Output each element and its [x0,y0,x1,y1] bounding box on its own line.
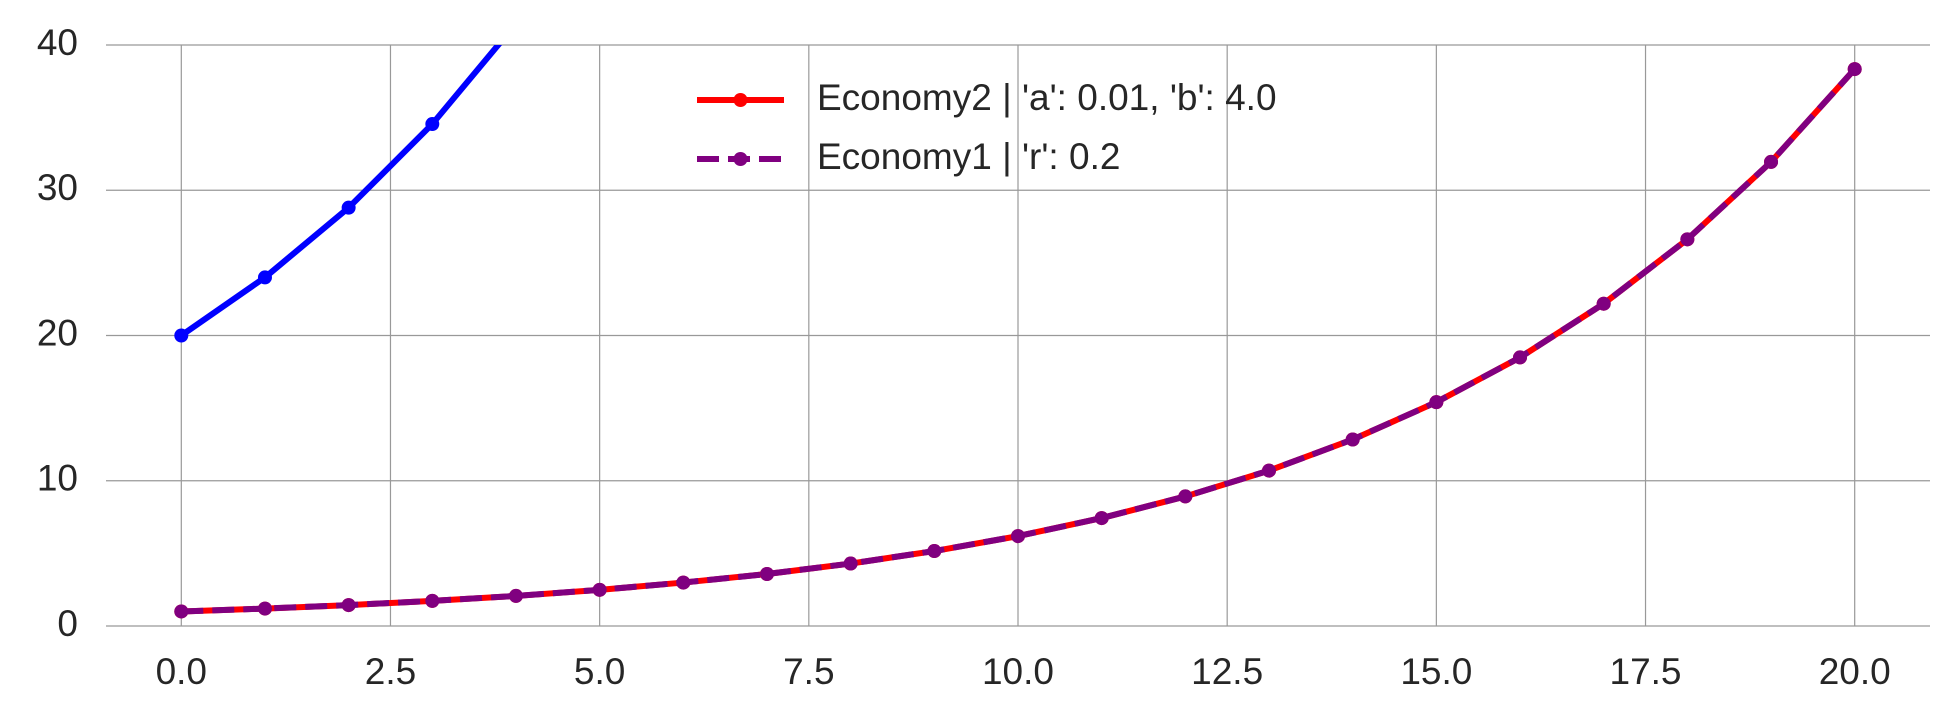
data-point [1262,463,1277,478]
data-point [1680,232,1695,247]
data-point [508,588,523,603]
data-point [1764,154,1779,169]
data-point [927,544,942,559]
data-point [1847,62,1862,77]
y-tick-label: 30 [37,167,78,208]
legend-marker [733,93,748,107]
data-point [509,17,523,31]
data-point [257,270,272,285]
x-tick-label: 10.0 [982,651,1054,692]
data-point [174,328,189,343]
x-tick-label: 15.0 [1400,651,1472,692]
data-point [1011,529,1025,544]
x-tick-label: 12.5 [1191,651,1263,692]
x-tick-label: 0.0 [156,651,207,692]
data-point [1178,489,1193,504]
data-point [843,556,858,571]
legend-label: Economy1 | 'r': 0.2 [817,136,1120,177]
data-point [341,598,356,613]
series-line [179,45,503,338]
x-tick-label: 7.5 [783,651,834,692]
data-point [676,575,691,590]
legend-marker [733,152,748,166]
data-point [1345,432,1360,447]
data-point [257,601,272,616]
data-point [425,593,440,608]
x-tick-label: 20.0 [1819,651,1891,692]
y-tick-label: 40 [37,22,78,63]
data-point [1596,296,1611,311]
data-point [1429,395,1444,410]
data-point [1094,511,1109,526]
y-tick-label: 20 [37,312,78,353]
data-point [759,567,774,582]
data-point [1513,350,1528,365]
data-point [592,582,607,597]
y-tick-label: 10 [37,458,78,499]
y-tick-label: 0 [57,603,78,644]
x-tick-label: 17.5 [1610,651,1682,692]
data-point [425,117,440,132]
legend-label: Economy2 | 'a': 0.01, 'b': 4.0 [817,77,1277,118]
data-point [174,604,189,619]
data-point [341,200,356,215]
x-tick-label: 2.5 [365,651,416,692]
x-tick-label: 5.0 [574,651,625,692]
